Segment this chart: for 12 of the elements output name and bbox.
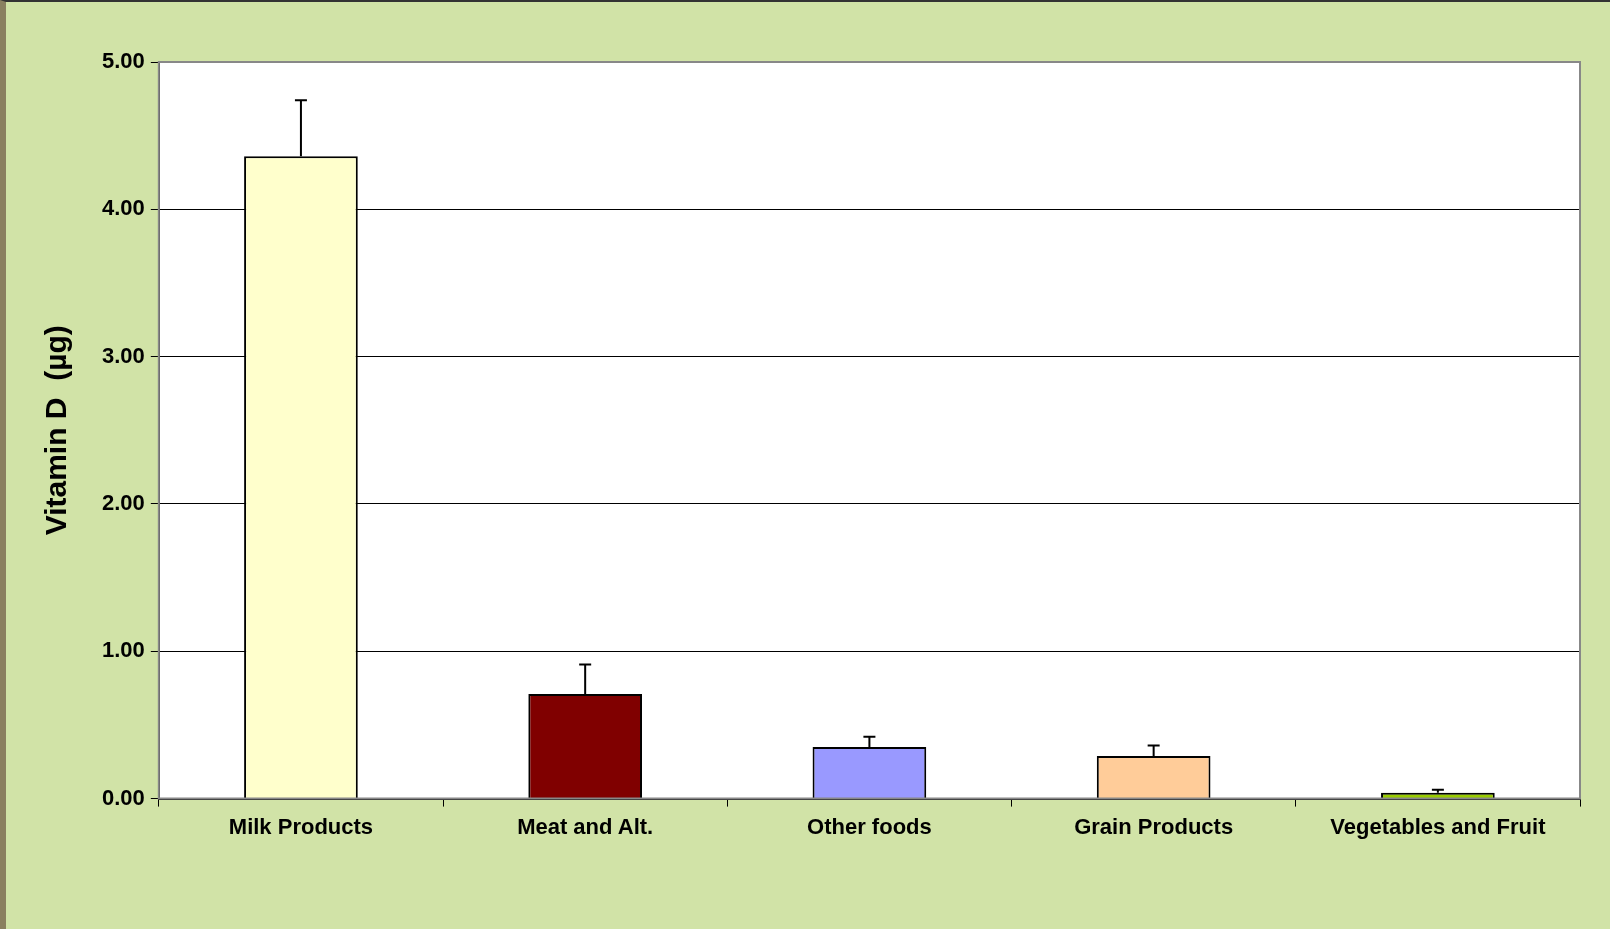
x-tick-label: Other foods [807, 813, 932, 839]
x-tick-label: Meat and Alt. [517, 813, 654, 839]
y-tick-label: 1.00 [101, 637, 145, 663]
x-tick-label: Milk Products [228, 813, 374, 839]
y-tick-label: 3.00 [101, 342, 145, 368]
y-tick-label: 0.00 [101, 784, 145, 810]
y-tick-label: 5.00 [101, 48, 145, 74]
y-axis-title: Vitamin D (µg) [39, 325, 73, 536]
y-tick-label: 4.00 [101, 195, 145, 221]
y-tick-label: 2.00 [101, 490, 145, 516]
x-tick-label: Vegetables and Fruit [1330, 813, 1547, 839]
x-tick-label: Grain Products [1074, 813, 1234, 839]
